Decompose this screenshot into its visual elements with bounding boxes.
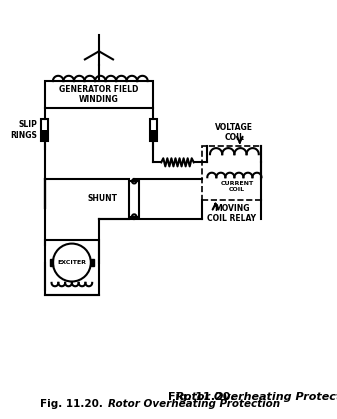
Bar (150, 130, 156, 141)
Bar (91, 259, 94, 266)
FancyBboxPatch shape (45, 81, 153, 108)
FancyBboxPatch shape (202, 146, 262, 200)
Text: CURRENT
COIL: CURRENT COIL (220, 181, 254, 192)
Text: Rotor Overheating Protection: Rotor Overheating Protection (168, 392, 337, 402)
Text: EXCITER: EXCITER (57, 260, 86, 265)
Bar (41, 130, 48, 141)
Text: GENERATOR FIELD
WINDING: GENERATOR FIELD WINDING (59, 85, 139, 104)
Text: SHUNT: SHUNT (88, 194, 118, 203)
Bar (41, 119, 48, 141)
Text: VOLTAGE
COIL: VOLTAGE COIL (215, 123, 253, 142)
Bar (150, 119, 156, 141)
Text: Rotor Overheating Protection: Rotor Overheating Protection (108, 398, 280, 409)
Text: Fig. 11.20.: Fig. 11.20. (40, 398, 103, 409)
Text: SLIP
RINGS: SLIP RINGS (10, 120, 37, 140)
Bar (129, 181, 139, 217)
Bar (50, 259, 53, 266)
Text: MOVING
COIL RELAY: MOVING COIL RELAY (207, 204, 256, 223)
Text: Fig. 11.20.: Fig. 11.20. (168, 392, 235, 402)
